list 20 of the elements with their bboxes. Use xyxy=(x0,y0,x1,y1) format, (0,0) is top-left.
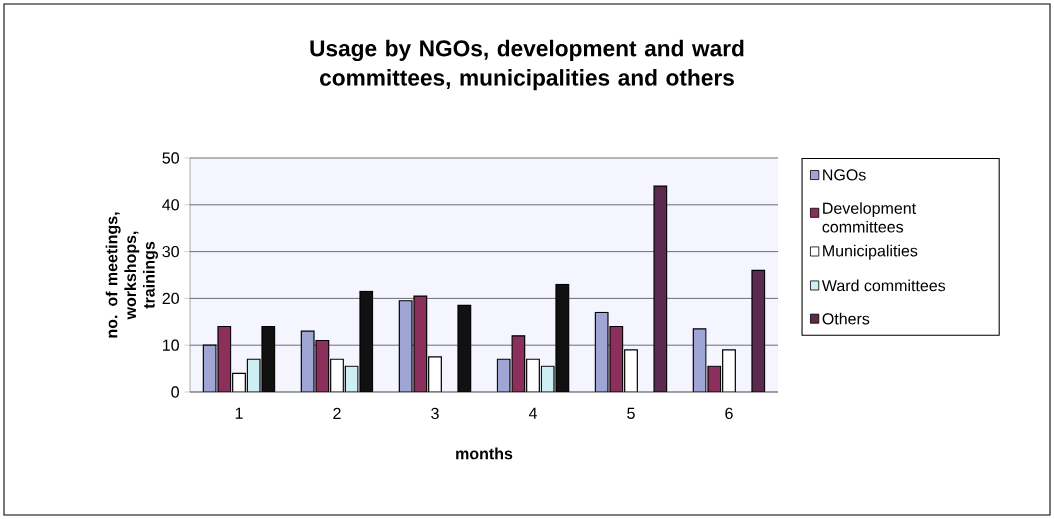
legend-label: NGOs xyxy=(823,169,866,181)
legend-label: Others xyxy=(822,312,870,325)
y-axis-title: no. of meetings, workshops, trainings xyxy=(105,212,158,338)
y-tick-label: 0 xyxy=(171,386,179,398)
x-tick-label: 6 xyxy=(725,407,733,420)
legend-label: Ward committees xyxy=(821,279,946,292)
legend-label: Municipalities xyxy=(823,244,918,260)
x-tick-label: 3 xyxy=(431,407,439,420)
x-tick-label: 1 xyxy=(235,407,243,419)
y-tick-label: 30 xyxy=(162,245,179,258)
legend-label: Development committees xyxy=(822,202,916,233)
x-tick-label: 4 xyxy=(528,407,537,419)
x-tick-label: 2 xyxy=(333,407,341,419)
chart-title: Usage by NGOs, development and ward committees, municipalities and others xyxy=(310,39,744,91)
y-tick-label: 50 xyxy=(162,152,179,164)
y-tick-label: 20 xyxy=(162,292,179,305)
y-tick-label: 10 xyxy=(163,339,179,351)
x-tick-label: 5 xyxy=(627,407,635,419)
x-axis-title: months xyxy=(456,447,513,460)
y-tick-label: 40 xyxy=(162,199,179,211)
